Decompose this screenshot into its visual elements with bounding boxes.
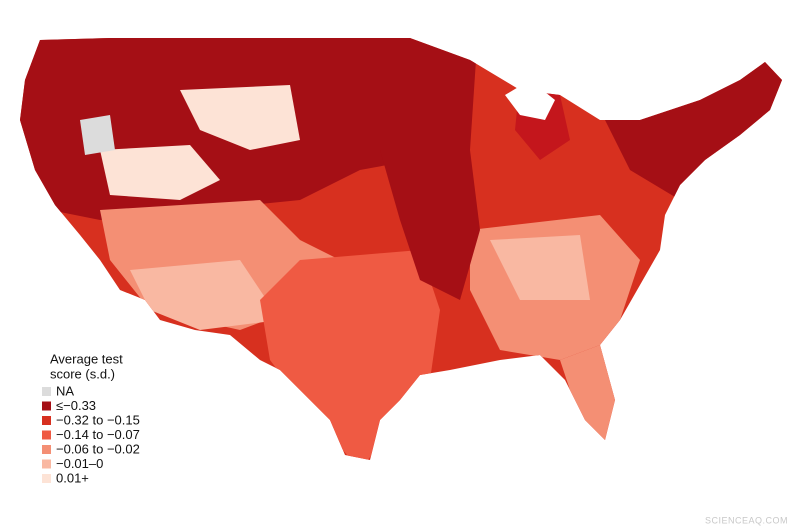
legend-title: Average test [50,351,123,366]
legend-swatch [42,416,51,425]
legend-label: 0.01+ [56,470,89,485]
legend-label: −0.32 to −0.15 [56,412,140,427]
legend-swatch [42,430,51,440]
legend-title: score (s.d.) [50,366,115,381]
legend-label: −0.06 to −0.02 [56,441,140,456]
legend-label: −0.01–0 [56,456,103,471]
watermark: SCIENCEAQ.COM [705,515,788,525]
legend-label: −0.14 to −0.07 [56,427,140,442]
legend-swatch [42,474,51,483]
legend-label: ≤−0.33 [56,398,96,413]
legend-swatch [42,401,51,411]
legend-swatch [42,387,51,396]
legend-swatch [42,445,51,454]
great-lakes [505,80,555,120]
legend-label: NA [56,383,74,398]
legend-swatch [42,459,51,469]
